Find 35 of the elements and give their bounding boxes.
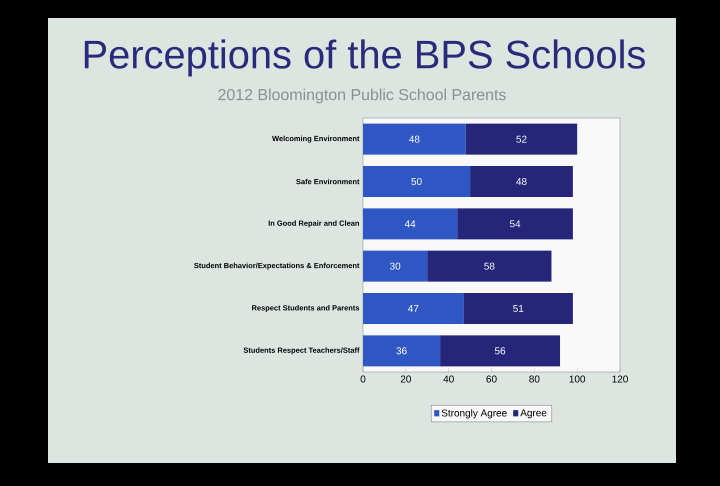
- x-tick-label: 0: [360, 376, 366, 383]
- legend-label: Agree: [520, 409, 546, 418]
- bar: [363, 208, 458, 240]
- data-label: 30: [390, 262, 400, 270]
- bar: [363, 124, 466, 155]
- data-label: 36: [396, 347, 407, 354]
- bar: [440, 335, 560, 366]
- data-label: 48: [409, 136, 420, 143]
- data-label: 58: [484, 262, 494, 270]
- bar: [464, 292, 573, 324]
- bar: [470, 166, 573, 197]
- bar: [363, 292, 464, 324]
- bar: [466, 124, 578, 155]
- x-tick-label: 60: [486, 376, 497, 383]
- data-label: 48: [516, 178, 527, 186]
- x-tick-label: 80: [529, 376, 540, 383]
- x-tick-label: 40: [443, 376, 454, 383]
- bar: [363, 166, 470, 197]
- chart-title: Perceptions of the BPS Schools: [84, 39, 645, 77]
- data-label: 50: [411, 178, 422, 186]
- data-label: 52: [516, 136, 527, 143]
- bar: [363, 335, 440, 366]
- data-label: 51: [513, 305, 524, 312]
- bar: [457, 208, 573, 240]
- x-tick-label: 120: [612, 376, 628, 383]
- bar: [363, 250, 428, 282]
- data-label: 44: [404, 220, 416, 228]
- legend-label: Strongly Agree: [442, 409, 507, 418]
- bar: [427, 250, 552, 282]
- data-label: 54: [510, 220, 520, 228]
- data-label: 47: [408, 305, 418, 312]
- x-tick-label: 100: [570, 376, 586, 383]
- data-label: 56: [494, 347, 506, 354]
- x-tick-label: 20: [400, 376, 411, 383]
- chart-subtitle: 2012 Bloomington Public School Parents: [218, 88, 506, 104]
